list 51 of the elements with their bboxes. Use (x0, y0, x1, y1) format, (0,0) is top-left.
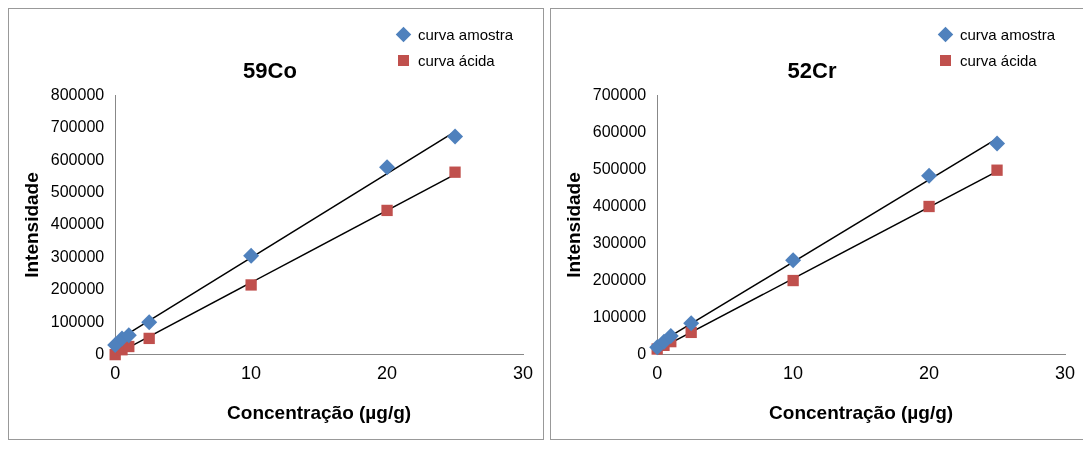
point (381, 204, 393, 217)
y-axis-title: Intensidade (562, 172, 584, 278)
point (991, 164, 1003, 176)
y-axis-title: Intensidade (20, 172, 42, 278)
point (447, 128, 464, 145)
x-tick-label: 0 (110, 363, 121, 384)
y-tick-label: 0 (95, 345, 105, 363)
y-tick-label: 700000 (592, 85, 647, 103)
x-tick-label: 20 (377, 363, 398, 384)
x-tick-label: 20 (919, 363, 940, 384)
point (143, 332, 155, 345)
legend-label: curva ácida (959, 51, 1037, 69)
chart-title: 59Co (243, 58, 297, 84)
y-tick-label: 400000 (592, 196, 647, 214)
y-tick-label: 400000 (50, 215, 105, 233)
x-axis-title: Concentração (µg/g) (227, 401, 412, 423)
legend-label: curva ácida (417, 51, 495, 69)
x-tick-label: 0 (652, 363, 663, 384)
x-tick-label: 30 (1054, 363, 1076, 384)
point (449, 166, 461, 178)
y-tick-label: 100000 (592, 307, 647, 325)
y-tick-label: 0 (637, 345, 647, 363)
x-tick-label: 30 (512, 363, 534, 384)
x-axis-title: Concentração (µg/g) (769, 401, 954, 423)
y-tick-label: 100000 (50, 312, 105, 330)
legend-label: curva amostra (417, 25, 513, 43)
point (921, 167, 938, 184)
y-tick-label: 300000 (50, 247, 105, 265)
y-tick-label: 200000 (50, 280, 105, 298)
y-tick-label: 800000 (50, 85, 105, 103)
x-tick-label: 10 (241, 363, 262, 384)
y-tick-label: 600000 (50, 150, 105, 168)
y-tick-label: 200000 (592, 270, 647, 288)
chart-title: 52Cr (787, 58, 837, 84)
point (245, 279, 257, 291)
y-tick-label: 300000 (592, 233, 647, 251)
y-tick-label: 500000 (592, 159, 647, 177)
point (243, 247, 260, 264)
point (923, 200, 935, 213)
point (379, 159, 396, 176)
y-tick-label: 500000 (50, 183, 105, 201)
y-tick-label: 600000 (592, 122, 647, 140)
legend-label: curva amostra (959, 25, 1055, 43)
point (683, 315, 700, 332)
point (662, 328, 679, 345)
y-tick-label: 700000 (50, 118, 105, 136)
point (989, 135, 1006, 152)
point (141, 314, 158, 331)
point (787, 274, 799, 287)
x-tick-label: 10 (783, 363, 804, 384)
point (785, 252, 802, 269)
